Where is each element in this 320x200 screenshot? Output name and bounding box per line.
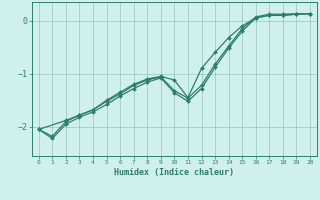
X-axis label: Humidex (Indice chaleur): Humidex (Indice chaleur) xyxy=(115,168,234,177)
